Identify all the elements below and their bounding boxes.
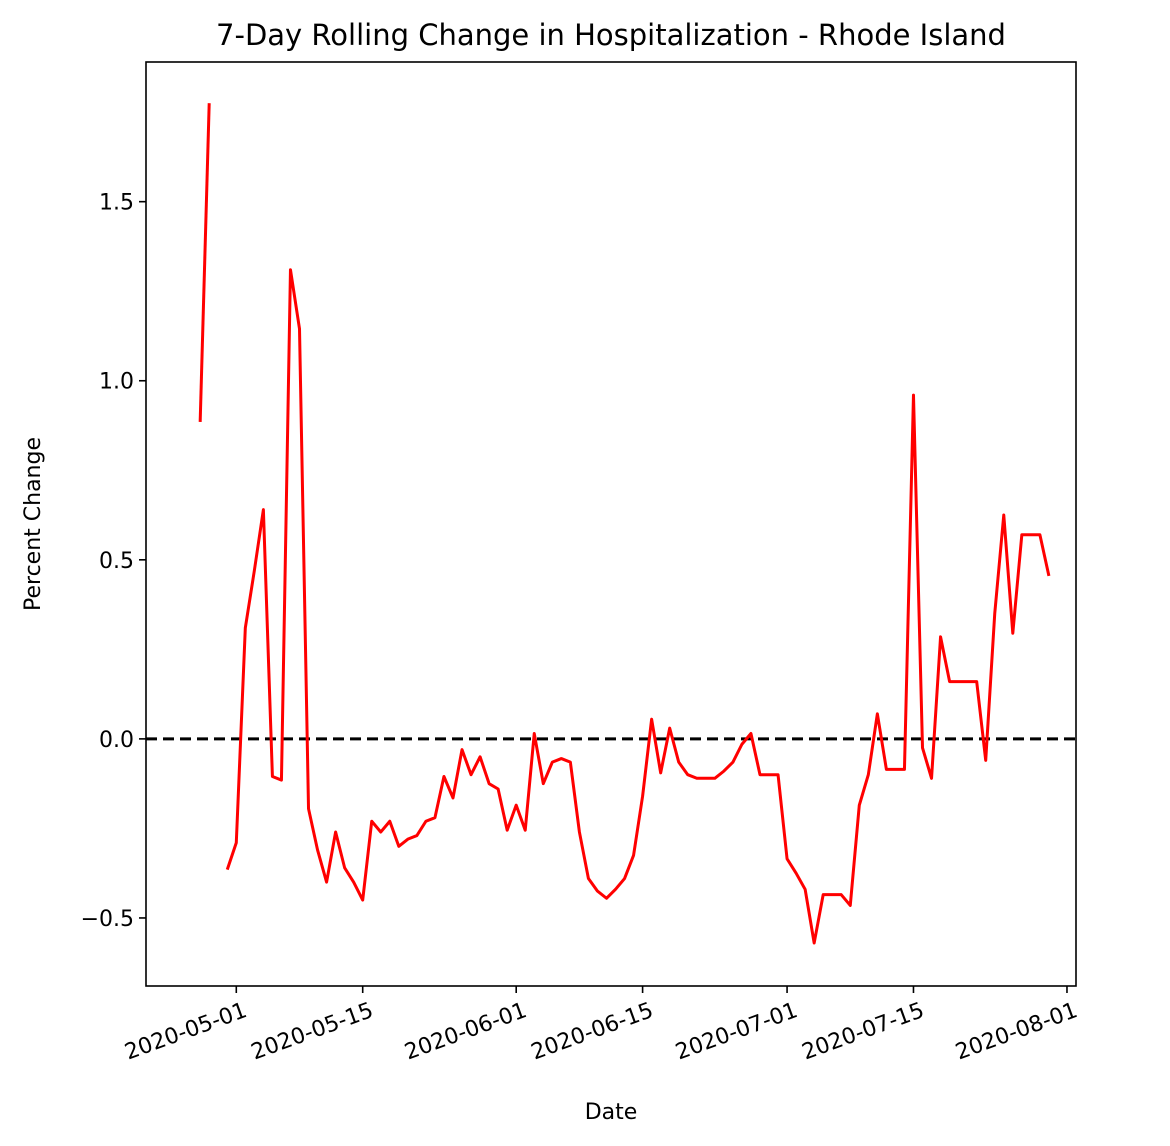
x-tick-label: 2020-06-15 bbox=[528, 998, 657, 1065]
plot-frame bbox=[145, 61, 1077, 987]
series-line-segment bbox=[225, 268, 1051, 945]
x-tick-label: 2020-07-01 bbox=[672, 998, 801, 1065]
y-tick-label: 1.0 bbox=[99, 370, 134, 395]
y-tick-label: 1.5 bbox=[99, 191, 134, 216]
x-tick-label: 2020-06-01 bbox=[402, 998, 531, 1065]
x-tick-label: 2020-05-15 bbox=[248, 998, 377, 1065]
y-tick-label: 0.0 bbox=[99, 728, 134, 753]
y-axis-label: Percent Change bbox=[21, 437, 46, 611]
x-tick-label: 2020-08-01 bbox=[952, 998, 1081, 1065]
series-line-segment bbox=[198, 103, 211, 422]
x-axis-label: Date bbox=[585, 1100, 638, 1125]
y-axis: −0.5 0.0 0.5 1.0 1.5 bbox=[81, 191, 146, 932]
x-tick-label: 2020-07-15 bbox=[799, 998, 928, 1065]
chart-title: 7-Day Rolling Change in Hospitalization … bbox=[216, 18, 1006, 52]
x-tick-label: 2020-05-01 bbox=[122, 998, 251, 1065]
y-tick-label: 0.5 bbox=[99, 549, 134, 574]
y-tick-label: −0.5 bbox=[81, 907, 134, 932]
